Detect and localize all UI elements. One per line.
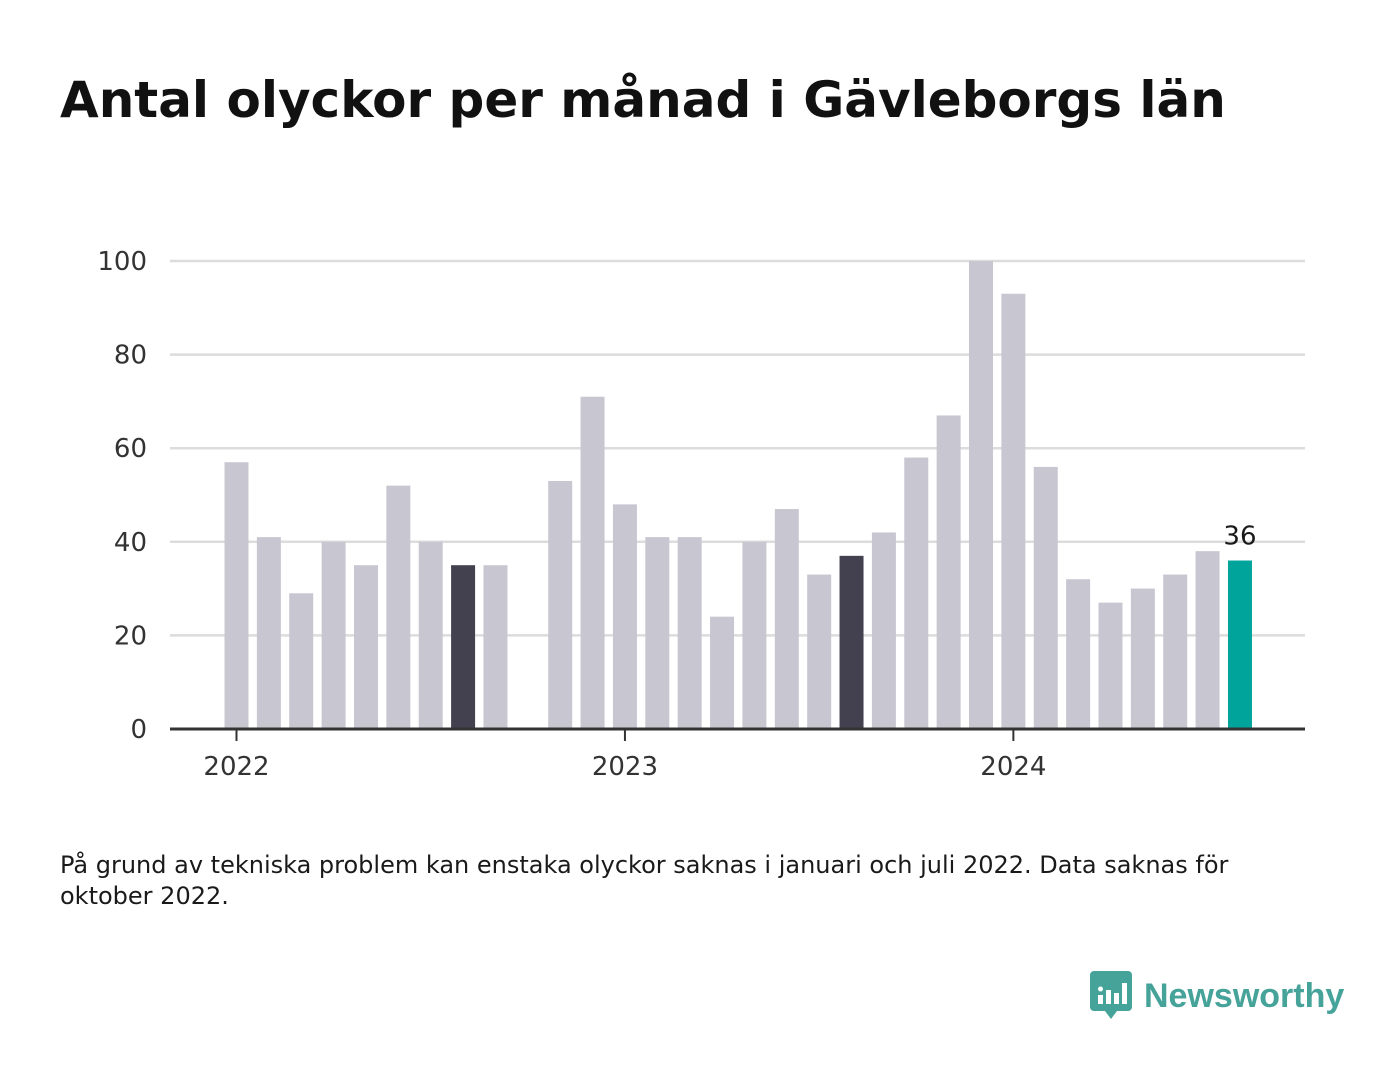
bar-2022-11 xyxy=(548,480,573,729)
bar-2022-12 xyxy=(580,396,605,729)
bar-2022-06 xyxy=(386,485,411,729)
bar-2022-08 xyxy=(451,565,476,729)
bar-2023-07 xyxy=(807,574,832,729)
y-tick-label: 80 xyxy=(114,341,147,371)
data-label-latest: 36 xyxy=(1223,522,1256,552)
bar-2023-06 xyxy=(774,509,799,729)
bar-2022-03 xyxy=(289,593,314,729)
bar-2022-07 xyxy=(418,541,443,729)
bar-2024-06 xyxy=(1163,574,1188,729)
bar-2024-08 xyxy=(1227,560,1252,729)
bar-2022-05 xyxy=(353,565,378,729)
y-tick-label: 0 xyxy=(130,715,147,745)
bar-chart-bubble-icon xyxy=(1090,971,1132,1019)
bar-2022-09 xyxy=(483,565,508,729)
bar-2024-05 xyxy=(1130,588,1155,729)
y-tick-label: 40 xyxy=(114,528,147,558)
data-labels: 36 xyxy=(1223,522,1256,552)
bar-2024-02 xyxy=(1033,466,1058,729)
bar-2024-03 xyxy=(1066,579,1091,729)
bar-2023-09 xyxy=(871,532,896,729)
bar-2024-07 xyxy=(1195,551,1220,729)
y-tick-label: 100 xyxy=(97,247,147,277)
bar-2022-04 xyxy=(321,541,346,729)
x-tick-label: 2023 xyxy=(592,752,658,782)
bar-2023-02 xyxy=(645,537,670,729)
footnote: På grund av tekniska problem kan enstaka… xyxy=(60,851,1229,910)
x-tick-label: 2022 xyxy=(203,752,269,782)
bar-2024-01 xyxy=(1001,293,1026,729)
y-axis-ticks: 0 20 40 60 80 100 xyxy=(97,247,147,745)
newsworthy-logo: Newsworthy xyxy=(1090,970,1344,1022)
bar-2022-01 xyxy=(224,462,249,729)
bar-2023-10 xyxy=(904,457,929,729)
bar-2023-05 xyxy=(742,541,767,729)
y-tick-label: 60 xyxy=(114,434,147,464)
chart-title: Antal olyckor per månad i Gävleborgs län xyxy=(60,71,1226,129)
x-axis-ticks: 2022 2023 2024 xyxy=(203,729,1046,782)
logo-text: Newsworthy xyxy=(1144,976,1345,1015)
bar-2023-11 xyxy=(936,415,961,729)
x-tick-label: 2024 xyxy=(980,752,1046,782)
bar-2023-04 xyxy=(710,616,735,729)
bar-2024-04 xyxy=(1098,602,1123,729)
bar-2023-12 xyxy=(969,261,994,729)
bars xyxy=(224,261,1252,729)
y-tick-label: 20 xyxy=(114,621,147,651)
bar-2022-02 xyxy=(256,537,281,729)
bar-2023-01 xyxy=(612,504,637,729)
bar-2023-03 xyxy=(677,537,702,729)
bar-2023-08 xyxy=(839,555,864,729)
